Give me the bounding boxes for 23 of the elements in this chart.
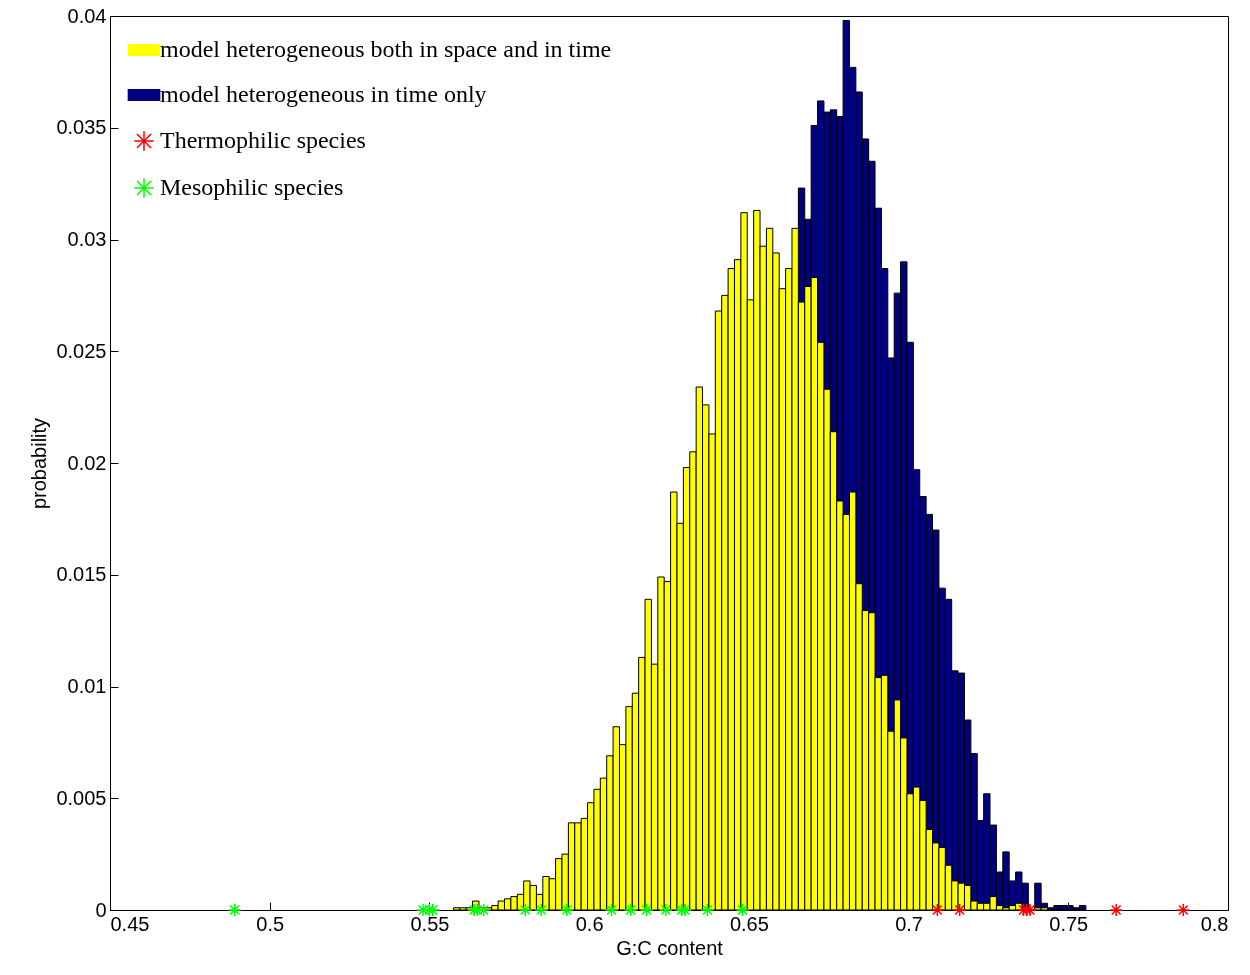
x-tick-label: 0.8 xyxy=(1200,912,1229,935)
y-tick-label: 0.02 xyxy=(67,451,107,474)
legend-label: model heterogeneous in time only xyxy=(160,81,487,107)
y-tick-label: 0.035 xyxy=(56,116,107,139)
y-tick-label: 0.03 xyxy=(67,228,107,250)
x-tick-label: 0.55 xyxy=(410,912,450,935)
y-axis-title: probability xyxy=(28,417,51,510)
y-tick-label: 0.005 xyxy=(56,786,107,809)
x-tick-label: 0.7 xyxy=(895,912,923,935)
x-tick-label: 0.6 xyxy=(575,912,604,935)
legend-label: model heterogeneous both in space and in time xyxy=(160,36,612,62)
y-tick-label: 0.01 xyxy=(67,675,107,697)
legend-label: Mesophilic species xyxy=(160,174,344,200)
x-axis-title: G:C content xyxy=(616,936,724,959)
y-tick-label: 0.025 xyxy=(56,339,107,362)
legend-label: Thermophilic species xyxy=(160,127,366,153)
y-tick-label: 0 xyxy=(95,898,107,921)
x-tick-label: 0.5 xyxy=(256,912,285,935)
y-tick-label: 0.015 xyxy=(56,563,107,586)
x-tick-label: 0.75 xyxy=(1049,912,1089,935)
x-tick-label: 0.45 xyxy=(110,912,150,935)
y-tick-label: 0.04 xyxy=(67,4,107,27)
x-tick-label: 0.65 xyxy=(729,912,769,935)
